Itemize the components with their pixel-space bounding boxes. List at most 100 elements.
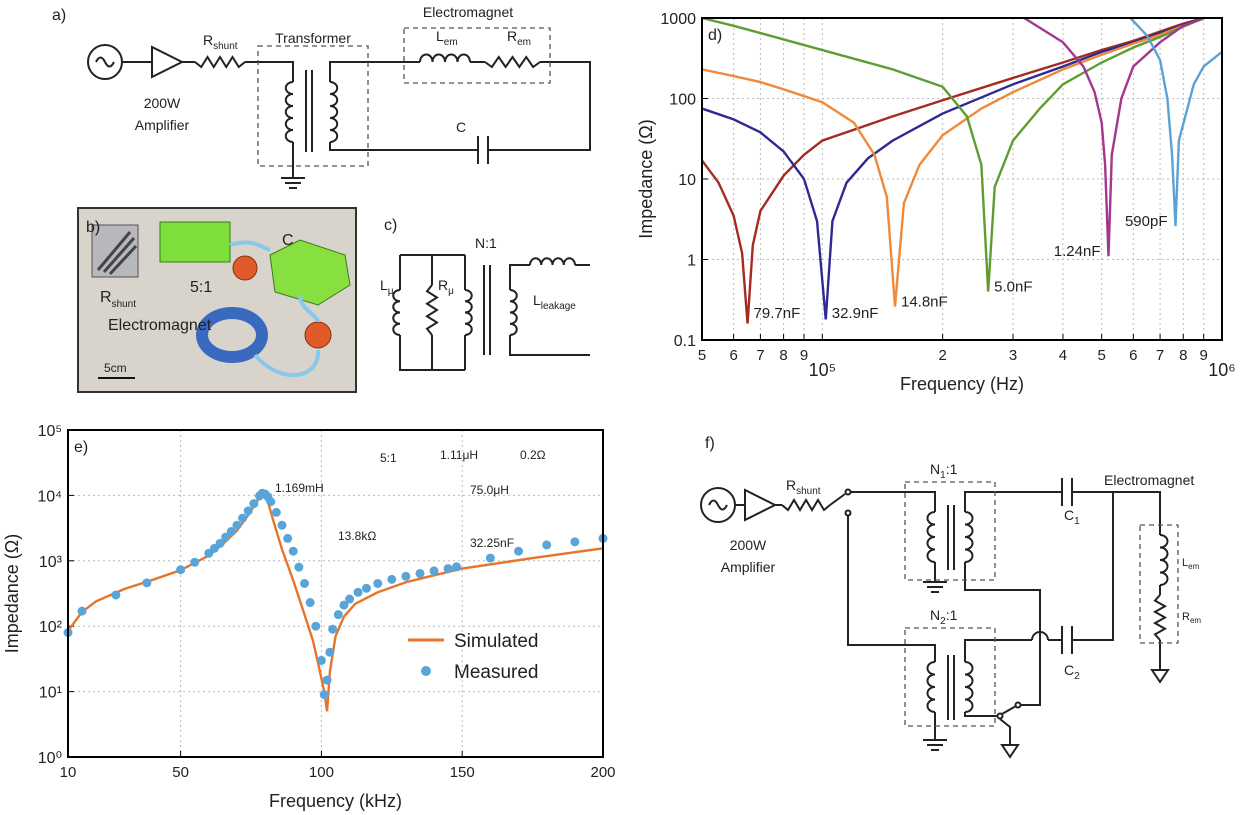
label-main: L [533, 292, 541, 308]
scatter-point [429, 566, 439, 576]
label-tail: :1 [946, 461, 958, 477]
photo-coil [304, 321, 332, 349]
scatter-point [288, 546, 298, 556]
label: Rμ [438, 277, 454, 297]
label-sub: em [1188, 562, 1199, 571]
y-tick-label: 10⁰ [38, 750, 62, 767]
label-sub: em [517, 37, 531, 48]
wire [851, 491, 936, 512]
label: Amplifier [135, 117, 190, 133]
wire [1072, 492, 1114, 641]
inductor [926, 511, 936, 563]
scatter-point [238, 513, 248, 523]
label: 200W [730, 537, 767, 553]
label-sub: 1 [940, 470, 946, 481]
scatter-point [271, 507, 281, 517]
label-sub: shunt [112, 299, 137, 310]
x-tick-label: 10 [60, 764, 77, 781]
legend-swatch [421, 666, 431, 676]
label-main: N [930, 461, 940, 477]
label: N2:1 [930, 607, 958, 627]
scatter-point [142, 578, 152, 588]
scatter-point [570, 537, 580, 547]
plot-frame [67, 429, 604, 758]
label: Rshunt [203, 32, 238, 52]
label-main: L [380, 277, 388, 293]
panel-label: c) [384, 217, 397, 234]
series-label: 1.24nF [1054, 243, 1101, 260]
label: Electromagnet [423, 4, 513, 20]
wire [829, 493, 846, 506]
scatter-point [176, 565, 186, 575]
label: Rshunt [786, 477, 821, 497]
x-tick-label: 4 [1059, 347, 1067, 364]
y-tick-label: 1000 [660, 11, 696, 28]
label: 5:1 [190, 279, 212, 296]
label-sub: shunt [796, 486, 821, 497]
inductor [529, 257, 576, 266]
series-label: 32.9nF [832, 305, 879, 322]
inset-label: 13.8kΩ [338, 529, 376, 543]
scatter-point [345, 594, 355, 604]
y-tick-label: 10⁵ [38, 423, 62, 440]
label-main: R [1182, 611, 1190, 623]
inductor [464, 289, 473, 336]
scatter-point [249, 499, 259, 509]
scatter-point [111, 590, 121, 600]
scatter-point [77, 606, 87, 616]
y-tick-label: 10 [678, 172, 696, 189]
plot-frame [701, 17, 1223, 341]
inset-label: 5:1 [380, 451, 397, 465]
y-tick-label: 0.1 [674, 333, 696, 350]
y-tick-label: 1 [687, 253, 696, 270]
resistor [425, 284, 439, 336]
wire [245, 61, 294, 82]
photo-transformer [159, 221, 231, 263]
label-sub: μ [388, 286, 394, 297]
ground [1150, 669, 1170, 684]
scatter-point [339, 600, 349, 610]
label: Rem [507, 28, 531, 48]
switch-contact [844, 509, 852, 517]
panel-label: a) [52, 7, 66, 24]
photo-electromagnet [196, 307, 268, 363]
label: N1:1 [930, 461, 958, 481]
wire [329, 61, 420, 82]
label: 200W [144, 95, 181, 111]
plot-area [68, 430, 603, 757]
switch-contact [844, 488, 852, 496]
label: C1 [1064, 507, 1080, 527]
wire [1072, 491, 1161, 535]
scatter-point [322, 675, 332, 685]
scatter-point [215, 538, 225, 548]
x-tick-label: 5 [1098, 347, 1106, 364]
inset-label: 1.169mH [275, 481, 324, 495]
wire [964, 639, 1032, 662]
ground [1000, 744, 1020, 759]
scatter-point [361, 583, 371, 593]
wire [999, 718, 1011, 745]
label: N:1 [475, 235, 497, 251]
x-tick-label: 8 [779, 347, 787, 364]
x-tick-label: 2 [938, 347, 946, 364]
inductor [284, 81, 294, 143]
x-tick-label: 8 [1179, 347, 1187, 364]
label: Lem [1182, 557, 1200, 571]
y-tick-label: 10² [39, 619, 63, 636]
photo-hatch [96, 231, 138, 276]
label-sub: 2 [1074, 671, 1080, 682]
photo-tube [229, 240, 321, 378]
wire [488, 61, 591, 151]
wire [964, 562, 1041, 706]
label: Electromagnet [108, 317, 212, 334]
series-line [701, 16, 1205, 324]
dashed-box [904, 627, 996, 727]
label-sub: em [444, 37, 458, 48]
scatter-point [221, 532, 231, 542]
label-main: L [436, 28, 444, 44]
dashed-box [403, 27, 551, 84]
inset-label: 1.11μH [440, 448, 478, 462]
label-sub: leakage [541, 301, 576, 312]
label: 5cm [104, 361, 127, 375]
scatter-point [325, 647, 335, 657]
